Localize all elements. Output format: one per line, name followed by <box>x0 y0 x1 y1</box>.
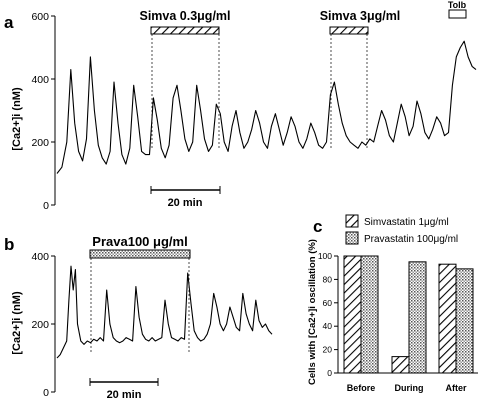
panel-c-category-label: After <box>445 383 466 393</box>
panel-a-treatment-label: Tolb <box>448 0 467 10</box>
panel-b-scalebar-label: 20 min <box>107 389 142 401</box>
panel-a-letter: a <box>4 13 14 32</box>
panel-c-ytick-label: 0 <box>327 368 332 378</box>
panel-a-treatment-bar <box>329 26 369 35</box>
panel-c-ytick-label: 80 <box>323 274 333 284</box>
panel-c-bar <box>391 356 410 374</box>
panel-c-legend-swatch <box>345 214 359 228</box>
panel-c-ytick-label: 60 <box>323 298 333 308</box>
panel-a-ytick-label: 400 <box>31 74 49 86</box>
panel-c-ytick-label: 40 <box>323 321 333 331</box>
panel-b-ytick-label: 400 <box>31 251 49 263</box>
panel-c-bar <box>343 255 362 374</box>
panel-b-letter: b <box>4 235 14 254</box>
panel-b-treatment-label: Prava100 μg/ml <box>92 234 187 249</box>
panel-c-ytick-label: 20 <box>323 345 333 355</box>
panel-c-legend-swatch <box>345 231 359 245</box>
panel-b-trace <box>56 265 273 359</box>
panel-c: Cells with [Ca2+]i oscillation (%) 0 20 40… <box>307 214 478 393</box>
panel-c-bar <box>360 255 379 374</box>
panel-a-ytick-label: 600 <box>31 11 49 23</box>
panel-c-bar <box>408 261 427 374</box>
panel-b-ylabel: [Ca2+]i (nM) <box>11 291 23 355</box>
panel-c-bar <box>438 263 457 374</box>
panel-c-category-label: Before <box>347 383 376 393</box>
panel-c-ylabel: Cells with [Ca2+]i oscillation (%) <box>307 239 318 385</box>
panel-b-treatment-bar <box>89 249 191 259</box>
panel-b-ytick-label: 200 <box>31 319 49 331</box>
panel-a-treatment-label: Simva 0.3μg/ml <box>139 9 230 23</box>
panel-a-scalebar-label: 20 min <box>168 197 203 209</box>
panel-a-treatment-bar <box>150 26 220 35</box>
panel-c-letter: c <box>313 217 322 236</box>
panel-c-bar <box>455 268 474 374</box>
panel-a-treatment-label: Simva 3μg/ml <box>320 9 401 23</box>
panel-b: [Ca2+]i (nM) 0 200 400 Prava100 μg/ml 20 m… <box>11 234 273 401</box>
panel-a-ytick-label: 200 <box>31 137 49 149</box>
panel-b-ytick-label: 0 <box>43 387 49 399</box>
panel-a: [Ca2+]i (nM) 0 200 400 600 Simva 0.3μg/ml Si… <box>11 0 477 212</box>
panel-c-category-label: During <box>395 383 424 393</box>
panel-a-treatment-bar <box>448 9 467 19</box>
panel-a-trace <box>56 40 477 174</box>
panel-a-ylabel: [Ca2+]i (nM) <box>11 87 23 151</box>
panel-c-legend-label: Simvastatin 1μg/ml <box>364 217 449 228</box>
panel-a-ytick-label: 0 <box>43 200 49 212</box>
panel-c-ytick-label: 100 <box>318 251 332 261</box>
panel-c-legend-label: Pravastatin 100μg/ml <box>364 234 458 245</box>
